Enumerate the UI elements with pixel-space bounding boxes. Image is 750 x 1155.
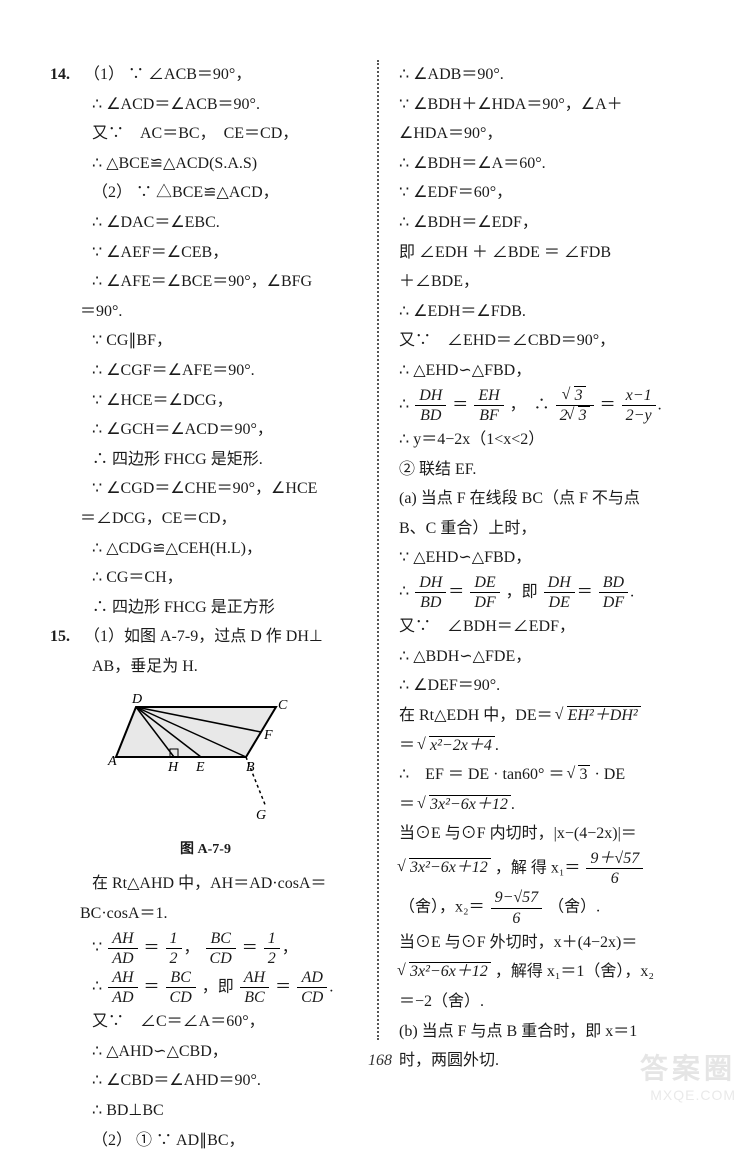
q15-frac-line2: AHAD ＝ BCCD ，即 AHBC ＝ ADCD. (50, 968, 361, 1007)
q15-f: BD⊥BC (50, 1096, 361, 1126)
fig-label-D: D (131, 692, 142, 707)
r6: 即 ∠EDH ＋ ∠BDE ＝ ∠FDB (399, 238, 710, 268)
q14-2c: ∠AEF＝∠CEB， (50, 238, 361, 268)
r23c: ＝−2（舍）. (399, 987, 710, 1017)
fig-label-B: B (246, 760, 255, 775)
q15-c: 又∵ ∠C＝∠A＝60°， (50, 1007, 361, 1037)
right-column: ∠ADB＝90°. ∠BDH＋∠HDA＝90°，∠A＋ ∠HDA＝90°， ∠B… (383, 60, 710, 1040)
q15-number: 15. (50, 622, 80, 652)
r8: 又∵ ∠EHD＝∠CBD＝90°， (399, 326, 710, 356)
q14-2f: ∠CGF＝∠AFE＝90°. (50, 356, 361, 386)
q14-2j-cont: ＝∠DCG，CE＝CD， (50, 504, 361, 534)
q14-2m: 四边形 FHCG 是正方形 (50, 593, 361, 623)
q14-2g: ∠HCE＝∠DCG， (50, 386, 361, 416)
q14-2e: CG∥BF， (50, 326, 361, 356)
fig-label-G: G (256, 808, 266, 823)
r7: ∠EDH＝∠FDB. (399, 297, 710, 327)
r24a: (b) 当点 F 与点 B 重合时，即 x＝1 (399, 1017, 710, 1047)
q15-p1: （1）如图 A-7-9，过点 D 作 DH⊥ (84, 628, 323, 645)
q14-2b: ∠DAC＝∠EBC. (50, 208, 361, 238)
fig-label-C: C (278, 698, 288, 713)
q14-2i: 四边形 FHCG 是矩形. (50, 445, 361, 475)
q15-p2-prefix: （2） ① (92, 1132, 152, 1149)
q15-2a: AD∥BC， (156, 1132, 244, 1149)
q15-d: △AHD∽△CBD， (50, 1037, 361, 1067)
page-columns: 14. （1） ∠ACB＝90°， ∠ACD＝∠ACB＝90°. 又∵ AC＝B… (50, 60, 710, 1040)
q14-2k: △CDG≌△CEH(H.L)， (50, 534, 361, 564)
q14-2a: △BCE≌△ACD， (136, 184, 279, 201)
r19b-line: ＝ x²−2x＋4. (399, 731, 710, 761)
q14-2h: ∠GCH＝∠ACD＝90°， (50, 415, 361, 445)
figure-caption: 图 A-7-9 (50, 837, 361, 863)
r16: 又∵ ∠BDH＝∠EDF， (399, 612, 710, 642)
fig-label-H: H (167, 760, 179, 775)
r23b-line: 3x²−6x＋12 ，解得 x₁＝1（舍），x₂ (399, 957, 710, 987)
r5: ∠BDH＝∠EDF， (399, 208, 710, 238)
r2c: ∠HDA＝90°， (399, 119, 710, 149)
r2: ∠BDH＋∠HDA＝90°，∠A＋ (399, 90, 710, 120)
column-divider (377, 60, 379, 1040)
q14-1a: ∠ACB＝90°， (128, 66, 251, 83)
q14-p2-prefix: （2） (92, 184, 132, 201)
figure-a-7-9: D C F A H E B G (50, 687, 361, 833)
fig-label-E: E (195, 760, 205, 775)
r22: （舍），x₂＝ 9−√576 （舍）. (399, 888, 710, 927)
r3: ∠BDH＝∠A＝60°. (399, 149, 710, 179)
r11: y＝4−2x（1<x<2） (399, 425, 710, 455)
q14-1d: △BCE≌△ACD(S.A.S) (50, 149, 361, 179)
r15: DHBD＝ DEDF ，即 DHDE＝ BDDF. (399, 573, 710, 612)
q14-2l: CG＝CH， (50, 563, 361, 593)
fig-label-A: A (107, 754, 117, 769)
q14-number: 14. (50, 60, 80, 90)
r20: ∴ EF ＝ DE · tan60° ＝ 3 · DE (399, 760, 710, 790)
q15-af1b: BC·cosA＝1. (50, 899, 361, 929)
q14-2d-cont: ＝90°. (50, 297, 361, 327)
r18: ∠DEF＝90°. (399, 671, 710, 701)
r13a: (a) 当点 F 在线段 BC（点 F 不与点 (399, 484, 710, 514)
r24b: 时，两圆外切. (399, 1046, 710, 1076)
r13b: B、C 重合）上时， (399, 514, 710, 544)
q14-2d: ∠AFE＝∠BCE＝90°，∠BFG (50, 267, 361, 297)
q14-1b: ∠ACD＝∠ACB＝90°. (50, 90, 361, 120)
q15-p1-cont: AB，垂足为 H. (50, 652, 361, 682)
r14: △EHD∽△FBD， (399, 543, 710, 573)
q15-frac-line1: AHAD ＝ 12， BCCD ＝ 12， (50, 929, 361, 968)
r9: △EHD∽△FBD， (399, 356, 710, 386)
q14-p1-prefix: （1） (84, 66, 124, 83)
fig-label-F: F (263, 728, 273, 743)
r17: △BDH∽△FDE， (399, 642, 710, 672)
r23a: 当⊙E 与⊙F 外切时，x＋(4−2x)＝ (399, 928, 710, 958)
q14-1c: 又∵ AC＝BC， CE＝CD， (50, 119, 361, 149)
r21a: 当⊙E 与⊙F 内切时，|x−(4−2x)|＝ (399, 819, 710, 849)
r20c-line: ＝ 3x²−6x＋12. (399, 790, 710, 820)
q15-af1: 在 Rt△AHD 中，AH＝AD·cosA＝ (50, 869, 361, 899)
q15-e: ∠CBD＝∠AHD＝90°. (50, 1066, 361, 1096)
r19: 在 Rt△EDH 中，DE＝ EH²＋DH² (399, 701, 710, 731)
r4: ∠EDF＝60°， (399, 178, 710, 208)
left-column: 14. （1） ∠ACB＝90°， ∠ACD＝∠ACB＝90°. 又∵ AC＝B… (50, 60, 373, 1040)
r6c: ＋∠BDE， (399, 267, 710, 297)
r21b-line: 3x²−6x＋12 ，解 得 x₁＝ 9＋√576 (399, 849, 710, 888)
r1: ∠ADB＝90°. (399, 60, 710, 90)
watermark-en: MXQE.COM (640, 1087, 736, 1103)
r10: DHBD ＝ EHBF ， ∴ 323 ＝ x−12−y. (399, 386, 710, 425)
r12: ② 联结 EF. (399, 455, 710, 485)
q14-2j: ∠CGD＝∠CHE＝90°，∠HCE (50, 474, 361, 504)
